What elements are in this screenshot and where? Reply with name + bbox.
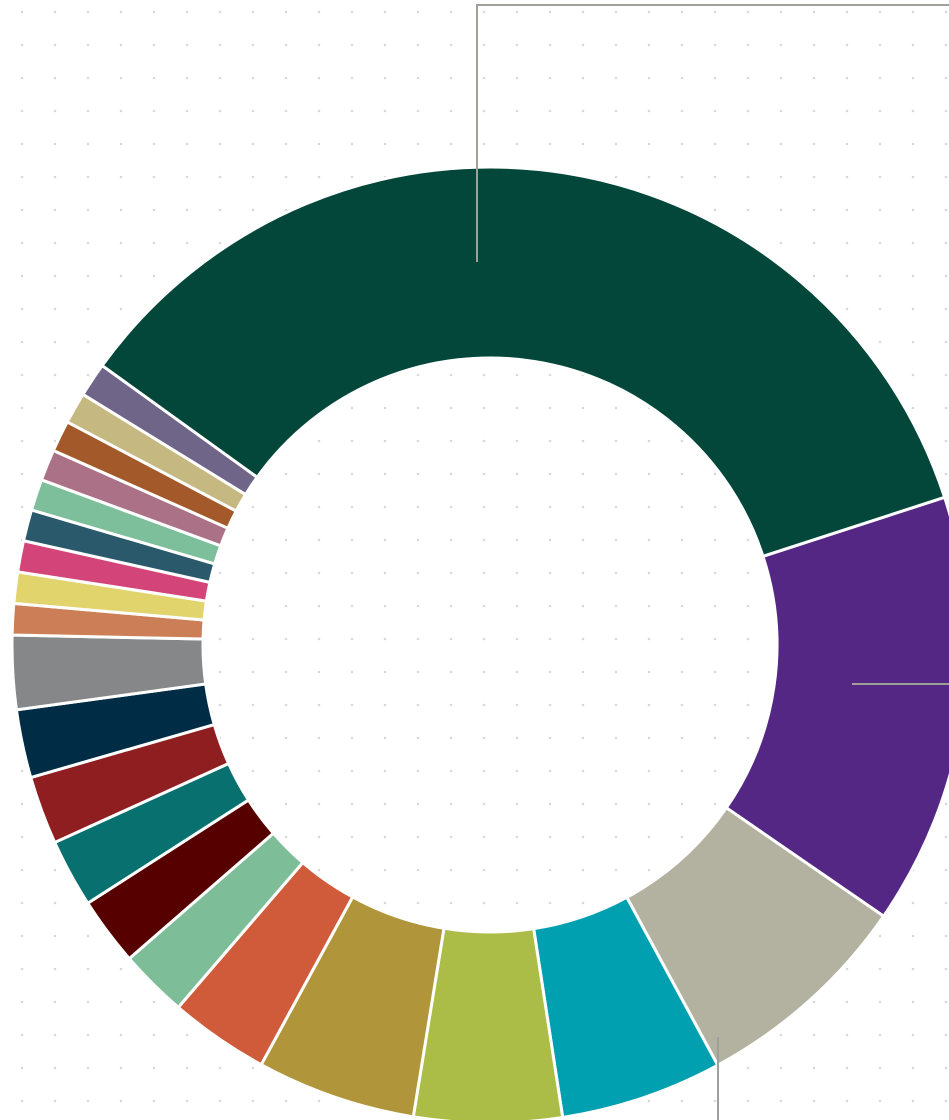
donut-slice-2: [724, 495, 949, 919]
leader-line-top: [476, 4, 949, 262]
donut-slice-1: [100, 165, 947, 559]
